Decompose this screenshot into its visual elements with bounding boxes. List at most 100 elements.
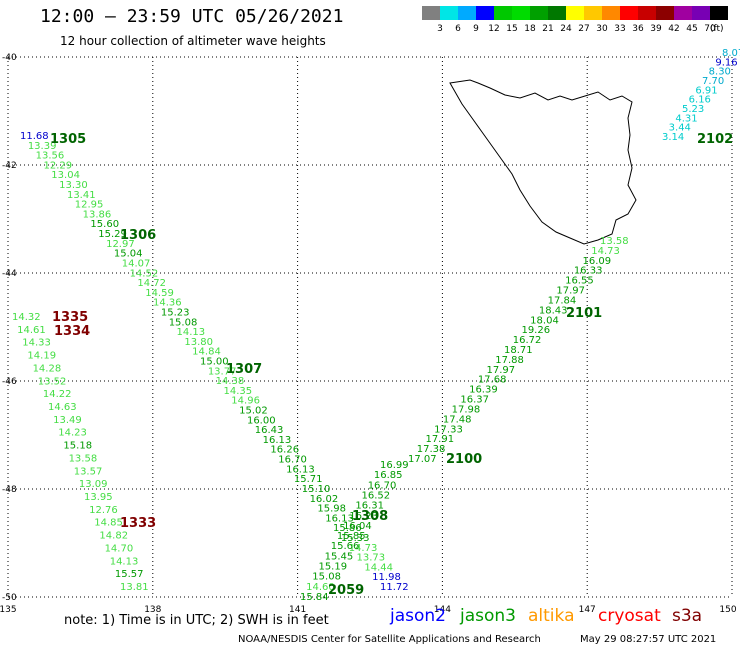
wave-height-value: 15.98	[317, 504, 346, 515]
wave-height-value: 14.32	[12, 312, 41, 323]
latitude-tick-label: -44	[2, 269, 17, 279]
wave-height-value: 16.37	[460, 395, 489, 406]
wave-height-value: 15.00	[200, 357, 229, 368]
pass-number-label: 1308	[352, 509, 388, 524]
wave-height-value: 13.73	[357, 553, 386, 564]
wave-height-value: 3.44	[669, 123, 691, 134]
wave-height-value: 14.33	[22, 338, 51, 349]
wave-height-value: 14.44	[364, 562, 393, 573]
wave-height-value: 17.38	[417, 444, 446, 455]
wave-height-value: 11.98	[372, 572, 401, 583]
wave-height-value: 18.04	[530, 315, 559, 326]
wave-height-value: 14.28	[33, 363, 62, 374]
color-swatch	[422, 6, 440, 20]
wave-height-value: 16.55	[565, 276, 594, 287]
credit-line: NOAA/NESDIS Center for Satellite Applica…	[238, 634, 541, 645]
color-swatch	[476, 6, 494, 20]
color-scale-unit: (ft)	[710, 24, 724, 34]
wave-height-labels: 11.6813.3913.5612.2913.0413.3013.4112.95…	[12, 48, 740, 603]
legend-entry: jason3	[460, 606, 516, 626]
pass-number-label: 2100	[446, 452, 482, 467]
wave-height-value: 12.29	[43, 160, 72, 171]
color-swatch	[440, 6, 458, 20]
longitude-tick-label: 135	[0, 605, 17, 615]
wave-height-value: 15.85	[337, 531, 366, 542]
color-scale-tick: 33	[614, 24, 626, 34]
latitude-tick-label: -42	[2, 161, 17, 171]
color-scale-tick: 42	[668, 24, 680, 34]
wave-height-value: 18.71	[504, 345, 533, 356]
color-scale-tick: 70	[704, 24, 716, 34]
pass-number-label: 2101	[566, 306, 602, 321]
graticule	[7, 56, 733, 598]
wave-height-value: 16.04	[343, 521, 372, 532]
wave-height-value: 14.22	[43, 389, 72, 400]
wave-height-value: 16.99	[380, 460, 409, 471]
wave-height-value: 16.33	[574, 266, 603, 277]
wave-height-value: 15.18	[63, 441, 92, 452]
tasmania-coastline	[449, 79, 637, 245]
color-swatch	[548, 6, 566, 20]
wave-height-value: 17.91	[425, 434, 454, 445]
legend-entry: jason2	[390, 606, 446, 626]
wave-height-value: 13.95	[84, 492, 113, 503]
wave-height-value: 16.13	[286, 464, 315, 475]
color-swatch	[584, 6, 602, 20]
wave-height-value: 15.02	[239, 406, 268, 417]
wave-height-value: 13.56	[36, 151, 65, 162]
wave-height-value: 6.16	[689, 95, 711, 106]
color-scale-tick: 21	[542, 24, 554, 34]
wave-height-value: 4.31	[675, 113, 697, 124]
wave-height-value: 14.63	[48, 402, 77, 413]
wave-height-value: 15.86	[333, 523, 362, 534]
wave-height-value: 13.58	[69, 453, 98, 464]
wave-height-value: 14.07	[122, 258, 151, 269]
wave-height-value: 14.35	[223, 386, 252, 397]
color-swatch	[692, 6, 710, 20]
wave-height-value: 14.60	[306, 582, 335, 593]
wave-height-value: 16.26	[270, 445, 299, 456]
pass-number-label: 1335	[52, 310, 88, 325]
wave-height-value: 14.19	[27, 351, 56, 362]
wave-height-value: 13.80	[184, 337, 213, 348]
wave-height-value: 14.96	[231, 396, 260, 407]
wave-height-value: 15.10	[302, 484, 331, 495]
wave-height-value: 14.36	[153, 298, 182, 309]
color-swatch	[710, 6, 728, 20]
color-scale-tick: 45	[686, 24, 698, 34]
pass-number-label: 2059	[328, 583, 364, 598]
color-swatch	[674, 6, 692, 20]
wave-height-value: 13.04	[51, 170, 80, 181]
wave-height-value: 14.73	[591, 246, 620, 257]
pass-number-label: 1307	[226, 362, 262, 377]
wave-height-value: 14.59	[145, 288, 174, 299]
wave-height-value: 14.13	[177, 327, 206, 338]
wave-height-value: 14.84	[192, 347, 221, 358]
wave-height-value: 16.09	[583, 256, 612, 267]
color-scale-tick: 27	[578, 24, 590, 34]
wave-height-value: 17.48	[443, 414, 472, 425]
wave-height-value: 14.85	[94, 518, 123, 529]
wave-height-value: 16.70	[278, 455, 307, 466]
wave-height-value: 13.52	[38, 376, 67, 387]
legend-entry: cryosat	[598, 606, 661, 626]
wave-height-value: 15.45	[325, 551, 354, 562]
wave-height-value: 16.52	[362, 490, 391, 501]
pass-number-label: 1334	[54, 324, 90, 339]
wave-height-value: 15.29	[98, 229, 127, 240]
color-scale-tick: 15	[506, 24, 518, 34]
wave-height-value: 13.30	[59, 180, 88, 191]
color-scale-tick: 30	[596, 24, 608, 34]
color-scale-tick: 18	[524, 24, 536, 34]
wave-height-value: 13.09	[79, 479, 108, 490]
color-swatch	[638, 6, 656, 20]
wave-height-value: 17.98	[452, 404, 481, 415]
wave-height-value: 16.70	[368, 480, 397, 491]
wave-height-value: 13.77	[208, 366, 237, 377]
wave-height-value: 17.88	[495, 355, 524, 366]
generation-timestamp: May 29 08:27:57 UTC 2021	[580, 634, 717, 645]
wave-height-value: 14.61	[17, 325, 46, 336]
wave-height-value: 6.91	[695, 85, 717, 96]
color-scale-tick: 39	[650, 24, 662, 34]
